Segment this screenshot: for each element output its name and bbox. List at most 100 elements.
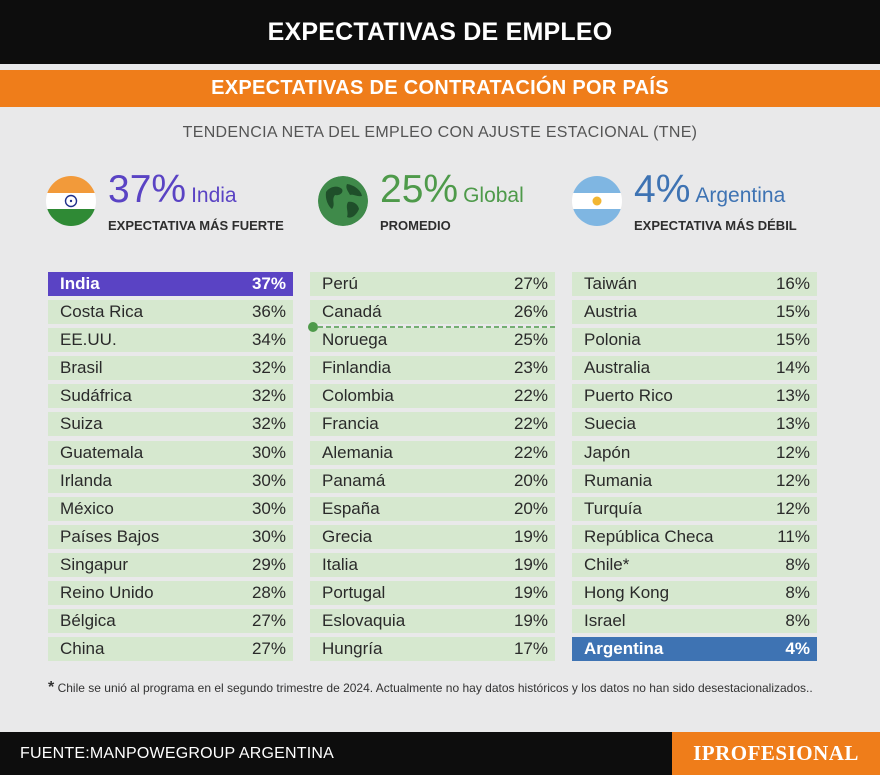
- country-value: 4%: [785, 639, 810, 659]
- country-value: 34%: [251, 330, 286, 350]
- table-row: Hungría 17%: [310, 637, 555, 662]
- table-row: Rumania 12%: [572, 468, 817, 493]
- average-line: [308, 322, 556, 332]
- country-name: Colombia: [322, 386, 394, 406]
- country-value: 15%: [775, 330, 810, 350]
- country-name: Portugal: [322, 583, 386, 603]
- country-value: 12%: [775, 498, 810, 518]
- country-value: 22%: [513, 442, 548, 462]
- table-row: Argentina 4%: [572, 637, 817, 662]
- table-row: EE.UU. 34%: [48, 328, 293, 353]
- strongest-pct: 37%: [108, 168, 187, 211]
- weakest-caption: EXPECTATIVA MÁS DÉBIL: [634, 218, 797, 233]
- table-row: Países Bajos 30%: [48, 524, 293, 549]
- country-value: 19%: [513, 526, 548, 546]
- country-value: 12%: [775, 442, 810, 462]
- table-row: Singapur 29%: [48, 552, 293, 577]
- country-value: 20%: [513, 498, 548, 518]
- country-value: 17%: [513, 639, 548, 659]
- country-value: 23%: [513, 358, 548, 378]
- highlight-weakest: 4% Argentina EXPECTATIVA MÁS DÉBIL: [572, 168, 832, 242]
- country-name: Brasil: [60, 358, 103, 378]
- table-row: Costa Rica 36%: [48, 300, 293, 325]
- country-name: Israel: [584, 611, 626, 631]
- highlight-average: 25% Global PROMEDIO: [318, 168, 558, 242]
- country-name: Finlandia: [322, 358, 391, 378]
- strongest-country: India: [191, 184, 237, 207]
- country-name: República Checa: [584, 526, 714, 546]
- country-value: 13%: [775, 414, 810, 434]
- table-row: Grecia 19%: [310, 524, 555, 549]
- table-row: Guatemala 30%: [48, 440, 293, 465]
- india-flag-icon: [46, 176, 96, 226]
- brand-logo: IPROFESIONAL: [672, 732, 880, 775]
- country-name: Australia: [584, 358, 651, 378]
- country-value: 16%: [775, 274, 810, 293]
- country-value: 30%: [251, 442, 286, 462]
- country-value: 8%: [785, 611, 810, 631]
- highlight-strongest: 37% India EXPECTATIVA MÁS FUERTE: [46, 168, 306, 242]
- country-value: 19%: [513, 554, 548, 574]
- country-name: España: [322, 498, 380, 518]
- table-row: Perú 27%: [310, 272, 555, 296]
- country-value: 14%: [775, 358, 810, 378]
- footnote: * Chile se unió al programa en el segund…: [48, 680, 848, 696]
- country-name: México: [60, 498, 114, 518]
- country-name: Canadá: [322, 302, 382, 322]
- country-name: Guatemala: [60, 442, 144, 462]
- country-value: 12%: [775, 470, 810, 490]
- footnote-text: Chile se unió al programa en el segundo …: [57, 681, 813, 695]
- country-name: Japón: [584, 442, 631, 462]
- country-name: Reino Unido: [60, 583, 154, 603]
- country-value: 22%: [513, 414, 548, 434]
- table-row: Australia 14%: [572, 356, 817, 381]
- table-row: Suecia 13%: [572, 412, 817, 437]
- weakest-pct: 4%: [634, 168, 691, 211]
- country-name: Chile*: [584, 554, 630, 574]
- table-row: Colombia 22%: [310, 384, 555, 409]
- argentina-flag-icon: [572, 176, 622, 226]
- average-label: Global: [463, 184, 524, 207]
- footnote-marker: *: [48, 679, 55, 696]
- highlight-value: 25% Global: [380, 168, 524, 212]
- country-value: 36%: [251, 302, 286, 322]
- country-value: 32%: [251, 414, 286, 434]
- country-name: Eslovaquia: [322, 611, 406, 631]
- strongest-caption: EXPECTATIVA MÁS FUERTE: [108, 218, 284, 233]
- country-value: 30%: [251, 526, 286, 546]
- country-name: Países Bajos: [60, 526, 160, 546]
- table-row: Canadá 26%: [310, 300, 555, 325]
- country-value: 27%: [513, 274, 548, 293]
- country-name: Perú: [322, 274, 358, 293]
- country-name: Hong Kong: [584, 583, 670, 603]
- brand-name: IPROFESIONAL: [693, 741, 859, 765]
- average-pct: 25%: [380, 168, 459, 211]
- country-name: Turquía: [584, 498, 642, 518]
- source-label: FUENTE:MANPOWEGROUP ARGENTINA: [20, 745, 334, 762]
- country-name: Puerto Rico: [584, 386, 673, 406]
- country-name: Hungría: [322, 639, 383, 659]
- table-row: Puerto Rico 13%: [572, 384, 817, 409]
- country-name: Francia: [322, 414, 379, 434]
- country-name: Singapur: [60, 554, 129, 574]
- subheader-bar: EXPECTATIVAS DE CONTRATACIÓN POR PAÍS: [0, 70, 880, 107]
- table-row: India 37%: [48, 272, 293, 296]
- table-row: Polonia 15%: [572, 328, 817, 353]
- country-name: Irlanda: [60, 470, 112, 490]
- page-subtitle: EXPECTATIVAS DE CONTRATACIÓN POR PAÍS: [211, 77, 669, 99]
- country-name: Panamá: [322, 470, 386, 490]
- country-value: 15%: [775, 302, 810, 322]
- country-value: 19%: [513, 583, 548, 603]
- country-name: Costa Rica: [60, 302, 144, 322]
- average-caption: PROMEDIO: [380, 218, 451, 233]
- country-value: 32%: [251, 358, 286, 378]
- table-row: Irlanda 30%: [48, 468, 293, 493]
- table-row: Suiza 32%: [48, 412, 293, 437]
- table-row: Francia 22%: [310, 412, 555, 437]
- country-value: 30%: [251, 498, 286, 518]
- table-row: Alemania 22%: [310, 440, 555, 465]
- table-row: Brasil 32%: [48, 356, 293, 381]
- country-name: Alemania: [322, 442, 393, 462]
- country-name: India: [60, 274, 100, 293]
- country-name: Taiwán: [584, 274, 637, 293]
